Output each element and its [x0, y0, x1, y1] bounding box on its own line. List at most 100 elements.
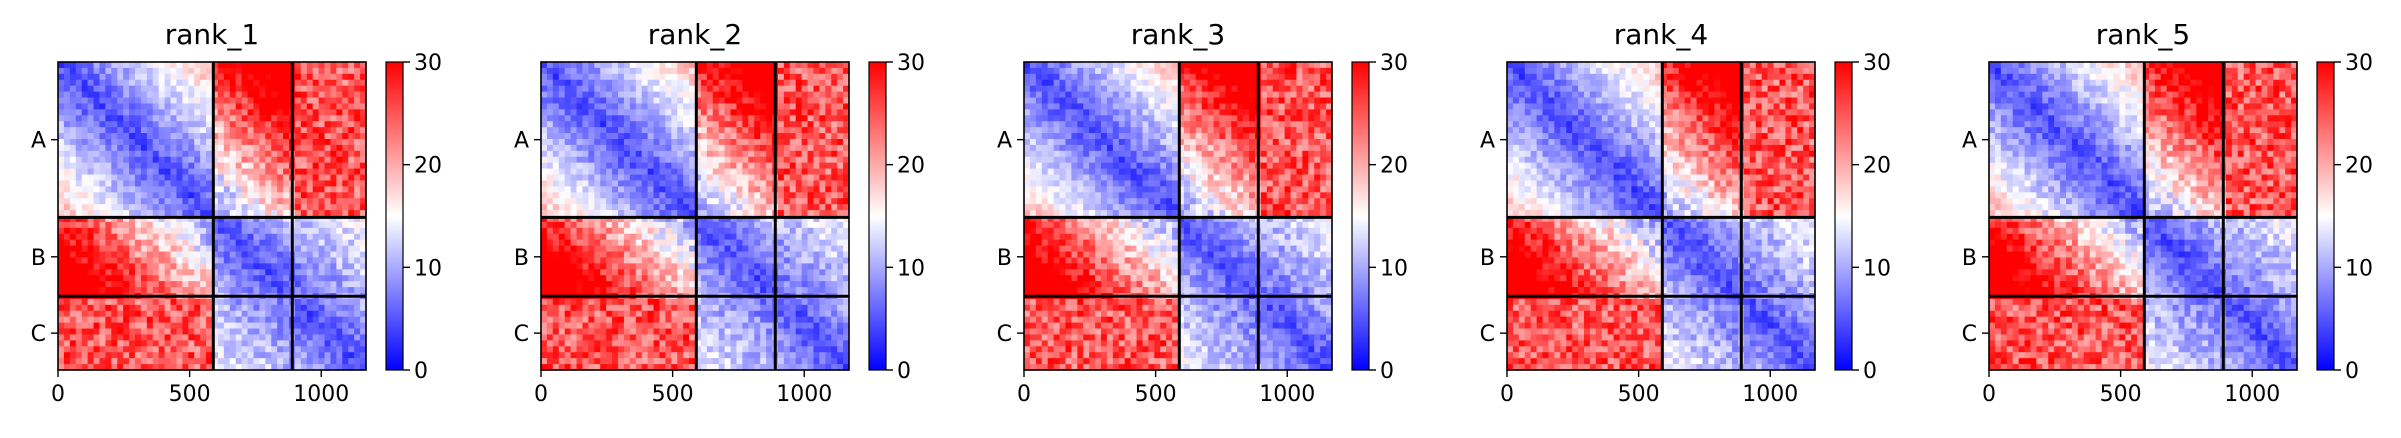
heatmap-cell: [777, 239, 785, 247]
heatmap-cell: [129, 340, 136, 347]
heatmap-cell: [271, 328, 278, 336]
heatmap-cell: [324, 263, 332, 270]
heatmap-cell: [742, 251, 749, 259]
heatmap-cell: [718, 221, 726, 229]
heatmap-cell: [99, 239, 106, 247]
heatmap-cell: [324, 245, 332, 253]
heatmap-cell: [123, 316, 130, 324]
heatmap-cell: [111, 67, 118, 75]
heatmap-cell: [241, 334, 249, 341]
heatmap-cell: [247, 133, 255, 140]
heatmap-cell: [564, 275, 572, 282]
heatmap-cell: [736, 103, 743, 110]
heatmap-cell: [760, 192, 767, 199]
heatmap-cell: [318, 275, 326, 282]
heatmap-cell: [783, 144, 791, 152]
heatmap-cell: [87, 298, 95, 306]
heatmap-cell: [736, 263, 743, 270]
heatmap-cell: [129, 298, 136, 306]
heatmap-cell: [182, 352, 189, 359]
heatmap-cell: [146, 346, 154, 353]
heatmap-cell: [748, 127, 755, 134]
heatmap-cell: [659, 192, 666, 199]
heatmap-cell: [129, 316, 136, 324]
heatmap-cell: [588, 239, 595, 247]
heatmap-cell: [558, 168, 566, 176]
heatmap-cell: [677, 275, 684, 282]
heatmap-cell: [837, 269, 844, 276]
heatmap-cell: [677, 298, 684, 306]
heatmap-cell: [217, 109, 225, 116]
heatmap-cell: [724, 73, 732, 81]
heatmap-cell: [825, 127, 832, 134]
heatmap-cell: [300, 328, 308, 336]
heatmap-cell: [647, 310, 655, 318]
heatmap-cell: [360, 186, 367, 193]
heatmap-cell: [552, 97, 560, 105]
heatmap-cell: [813, 210, 820, 217]
heatmap-cell: [712, 180, 720, 187]
heatmap-cell: [360, 263, 367, 270]
heatmap-cell: [766, 210, 773, 217]
heatmap-cell: [766, 257, 773, 264]
heatmap-cell: [843, 103, 850, 110]
heatmap-cell: [194, 109, 201, 116]
heatmap-cell: [777, 227, 785, 235]
heatmap-cell: [718, 198, 726, 205]
heatmap-cell: [146, 97, 154, 105]
heatmap-cell: [194, 115, 201, 122]
heatmap-cell: [129, 364, 136, 371]
heatmap-cell: [783, 133, 791, 140]
heatmap-cell: [795, 103, 803, 110]
heatmap-cell: [594, 275, 601, 282]
heatmap-cell: [283, 352, 290, 359]
heatmap-cell: [206, 239, 213, 247]
heatmap-cell: [742, 79, 749, 87]
heatmap-cell: [158, 73, 166, 81]
heatmap-cell: [635, 310, 643, 318]
heatmap-cell: [87, 281, 95, 288]
heatmap-cell: [588, 269, 595, 276]
heatmap-cell: [283, 133, 290, 140]
heatmap-cell: [541, 257, 548, 264]
heatmap-cell: [241, 133, 249, 140]
heatmap-cell: [306, 364, 314, 371]
heatmap-cell: [712, 239, 720, 247]
heatmap-cell: [75, 186, 83, 193]
heatmap-cell: [354, 227, 361, 235]
heatmap-cell: [241, 227, 249, 235]
heatmap-cell: [689, 150, 696, 158]
heatmap-cell: [200, 275, 207, 282]
heatmap-cell: [647, 281, 655, 288]
heatmap-cell: [212, 192, 219, 199]
heatmap-cell: [843, 133, 850, 140]
heatmap-cell: [695, 186, 702, 193]
heatmap-cell: [69, 216, 77, 223]
heatmap-cell: [647, 316, 655, 324]
heatmap-cell: [129, 216, 136, 223]
heatmap-cell: [600, 127, 607, 134]
heatmap-cell: [58, 334, 65, 341]
heatmap-cell: [235, 62, 243, 69]
heatmap-cell: [612, 186, 619, 193]
heatmap-cell: [87, 310, 95, 318]
heatmap-cell: [754, 73, 761, 81]
heatmap-cell: [75, 62, 83, 69]
heatmap-cell: [81, 245, 89, 253]
heatmap-cell: [330, 334, 337, 341]
heatmap-cell: [259, 227, 266, 235]
heatmap-cell: [825, 180, 832, 187]
heatmap-cell: [754, 257, 761, 264]
heatmap-cell: [300, 340, 308, 347]
heatmap-cell: [253, 239, 260, 247]
heatmap-cell: [558, 287, 566, 294]
heatmap-cell: [194, 139, 201, 146]
heatmap-cell: [795, 186, 803, 193]
heatmap-cell: [200, 133, 207, 140]
heatmap-cell: [129, 287, 136, 294]
heatmap-cell: [152, 73, 160, 81]
heatmap-cell: [87, 251, 95, 259]
heatmap-cell: [647, 73, 655, 81]
heatmap-cell: [801, 281, 809, 288]
heatmap-cell: [777, 263, 785, 270]
